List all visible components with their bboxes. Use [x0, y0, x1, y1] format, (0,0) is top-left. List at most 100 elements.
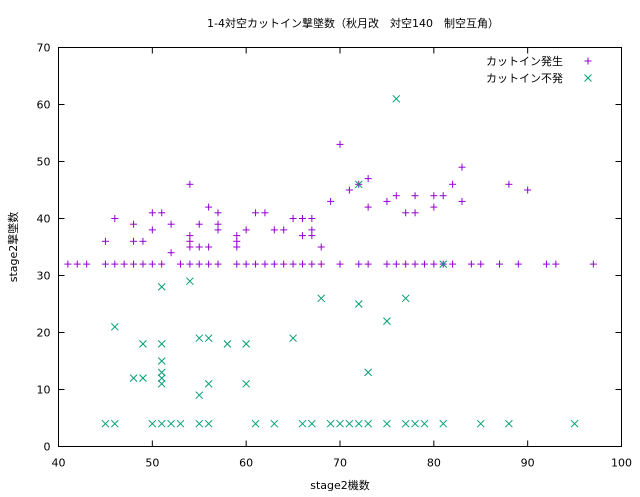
cutin-failed-point	[354, 419, 363, 428]
cutin-triggered-point	[242, 226, 250, 234]
cutin-triggered-point	[317, 243, 325, 251]
cutin-failed-point	[392, 94, 401, 103]
cutin-failed-point	[242, 340, 251, 348]
cutin-failed-point	[157, 340, 166, 348]
cutin-triggered-point	[439, 192, 447, 200]
cutin-triggered-point	[420, 260, 428, 268]
cutin-triggered-point	[392, 192, 400, 200]
cutin-triggered-point	[449, 180, 457, 188]
cutin-failed-point	[204, 334, 213, 343]
cutin-triggered-point	[289, 260, 297, 268]
cutin-failed-point	[401, 419, 410, 428]
cutin-failed-point	[204, 379, 213, 388]
cutin-triggered-point	[411, 192, 419, 200]
cutin-triggered-point	[308, 215, 316, 222]
cutin-failed-point	[139, 340, 147, 348]
cutin-failed-point	[157, 374, 166, 382]
y-tick-label: 70	[37, 42, 51, 55]
cutin-failed-point	[251, 419, 260, 428]
cutin-triggered-point	[514, 260, 522, 268]
chart-title: 1-4対空カットイン撃墜数（秋月改 対空140 制空互角）	[207, 16, 499, 30]
cutin-triggered-point	[214, 226, 222, 234]
cutin-triggered-point	[270, 226, 278, 234]
cutin-triggered-point	[411, 260, 419, 268]
x-tick-label: 90	[521, 457, 535, 470]
cutin-triggered-point	[130, 237, 138, 245]
cutin-failed-point	[129, 374, 138, 382]
cutin-triggered-point	[233, 243, 241, 251]
cutin-triggered-point	[139, 237, 147, 245]
x-tick-label: 100	[611, 457, 632, 470]
cutin-triggered-point	[167, 220, 175, 228]
cutin-triggered-point	[552, 260, 560, 268]
cutin-triggered-point	[364, 175, 372, 183]
cutin-triggered-point	[195, 260, 203, 268]
cutin-failed-point	[195, 334, 204, 343]
cutin-triggered-point	[130, 260, 138, 268]
cutin-triggered-point	[214, 260, 222, 268]
cutin-triggered-point	[467, 260, 475, 268]
cutin-failed-point	[204, 419, 213, 428]
cutin-failed-point	[354, 180, 363, 189]
cutin-triggered-point	[83, 260, 91, 268]
cutin-triggered-point	[167, 249, 175, 257]
cutin-failed-point	[420, 419, 429, 428]
cutin-triggered-point	[148, 226, 156, 234]
cutin-failed-point	[364, 368, 373, 377]
cutin-triggered-point	[270, 260, 278, 268]
cutin-triggered-point	[289, 215, 297, 222]
y-tick-label: 60	[37, 99, 51, 112]
cutin-failed-point	[186, 277, 194, 286]
cutin-triggered-point	[298, 232, 306, 240]
cutin-triggered-point	[496, 260, 504, 268]
cutin-triggered-point	[261, 209, 269, 217]
cutin-failed-point	[157, 283, 166, 291]
cutin-failed-point	[345, 419, 354, 428]
cutin-triggered-point	[205, 243, 213, 251]
cutin-triggered-point	[176, 260, 184, 268]
cutin-failed-point	[326, 419, 335, 428]
legend-label: カットイン不発	[486, 71, 563, 85]
cutin-triggered-point	[317, 260, 325, 268]
cutin-failed-point	[101, 419, 110, 428]
cutin-failed-point	[476, 419, 485, 428]
cutin-triggered-point	[458, 163, 466, 171]
cutin-triggered-point	[186, 260, 194, 268]
cutin-failed-point	[354, 300, 363, 308]
cutin-failed-point	[411, 419, 419, 428]
cutin-triggered-point	[73, 260, 81, 268]
cutin-triggered-point	[233, 260, 241, 268]
cutin-triggered-point	[383, 197, 391, 205]
cutin-triggered-point	[186, 180, 194, 188]
cutin-triggered-point	[280, 226, 288, 234]
cutin-failed-point	[157, 368, 166, 377]
cutin-triggered-point	[205, 260, 213, 268]
cutin-failed-point	[195, 419, 204, 428]
cutin-triggered-point	[308, 232, 316, 240]
cutin-failed-point	[110, 322, 119, 331]
cutin-triggered-point	[64, 260, 72, 268]
cutin-triggered-point	[505, 180, 513, 188]
cutin-triggered-point	[111, 260, 119, 268]
cutin-failed-point	[401, 294, 410, 303]
cutin-triggered-point	[252, 260, 260, 268]
cutin-failed-point	[167, 419, 175, 428]
cutin-failed-point	[439, 260, 448, 268]
x-tick-label: 60	[239, 457, 253, 470]
cutin-failed-point	[270, 419, 279, 428]
x-axis-ticks: 40 50 60 70 80 90 100	[52, 47, 632, 470]
x-tick-label: 50	[145, 457, 159, 470]
cutin-triggered-point	[411, 209, 419, 217]
cutin-triggered-point	[336, 140, 344, 148]
cutin-triggered-point	[148, 260, 156, 268]
cutin-triggered-point	[158, 209, 166, 217]
cutin-triggered-point	[402, 260, 410, 268]
y-tick-label: 10	[37, 384, 51, 397]
cutin-failed-point	[383, 419, 391, 428]
cutin-triggered-point	[101, 237, 109, 245]
cutin-failed-point	[148, 419, 157, 428]
cutin-triggered-point	[139, 260, 147, 268]
cutin-triggered-point	[458, 197, 466, 205]
cutin-triggered-point	[430, 260, 438, 268]
